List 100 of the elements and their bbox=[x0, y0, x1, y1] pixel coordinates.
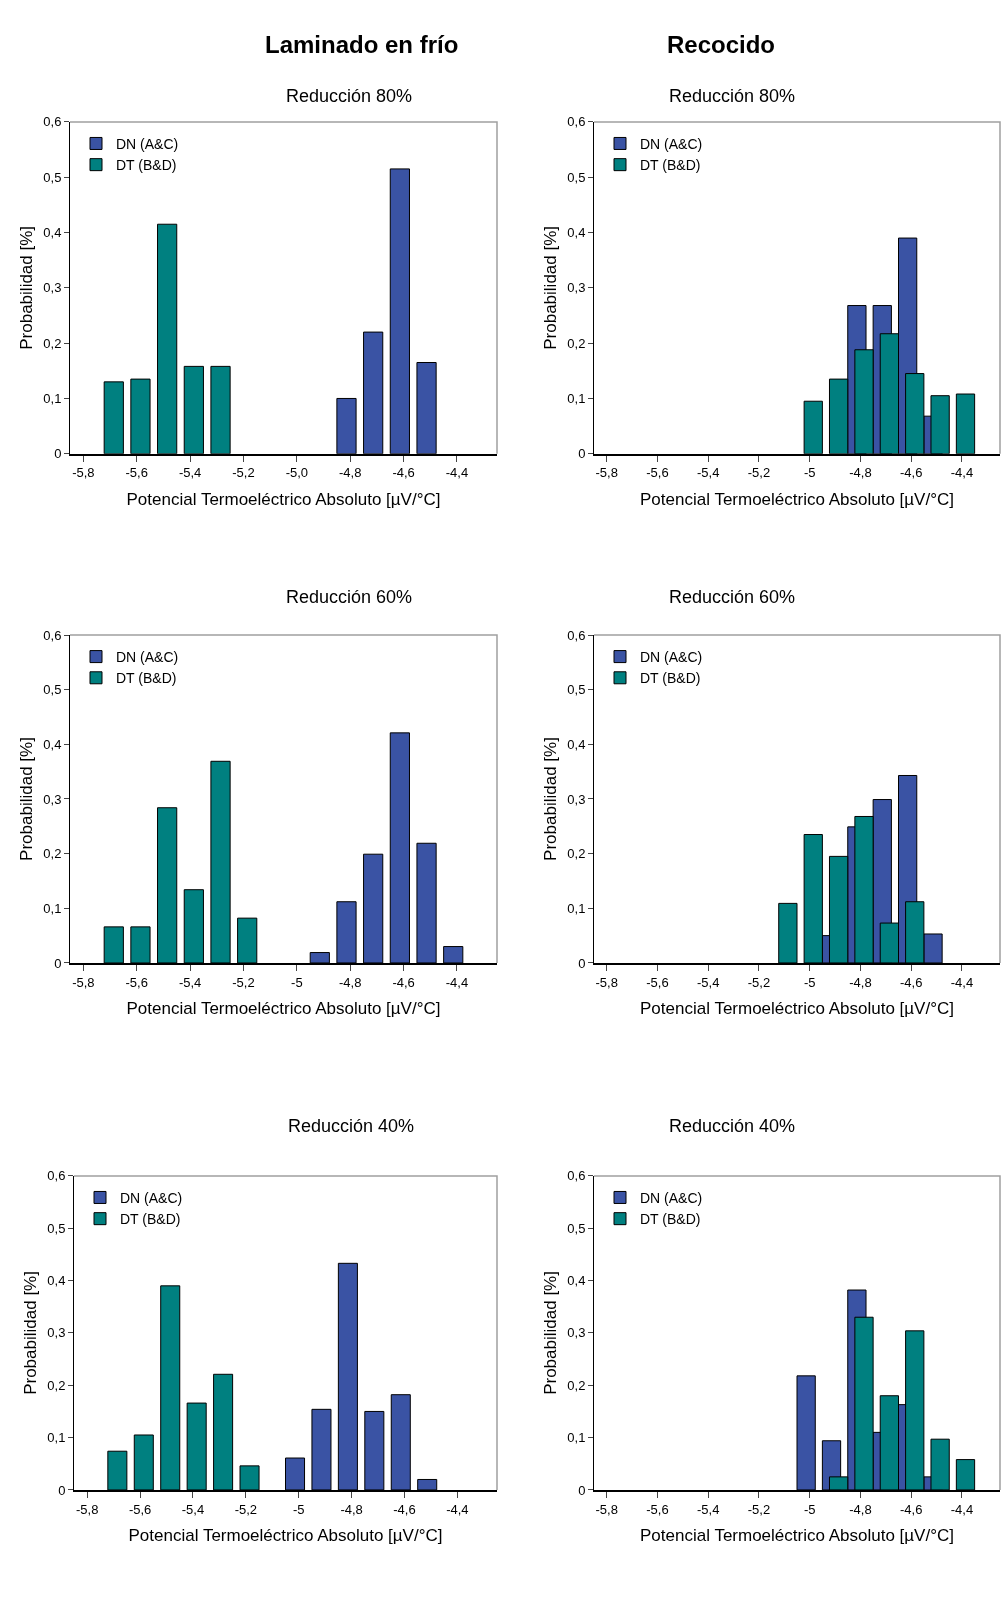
x-tick-label: -5,4 bbox=[181, 1501, 205, 1517]
x-tick-label: -4,4 bbox=[446, 1501, 469, 1517]
x-axis-title: Potencial Termoeléctrico Absoluto [µV/°C] bbox=[126, 490, 441, 510]
y-axis-title: Probabilidad [%] bbox=[540, 225, 560, 350]
y-tick-label: 0,3 bbox=[43, 791, 62, 807]
y-tick-label: 0,2 bbox=[567, 335, 586, 351]
x-tick-label: -4,6 bbox=[899, 1501, 923, 1517]
x-tick-label: -5 bbox=[803, 974, 816, 990]
y-tick-label: 0,5 bbox=[567, 682, 586, 698]
legend-label: DN (A&C) bbox=[640, 135, 703, 152]
x-tick-label: -4,6 bbox=[392, 974, 415, 990]
y-tick-label: 0,3 bbox=[43, 280, 62, 296]
x-tick-label: -4,8 bbox=[849, 465, 872, 481]
y-tick-label: 0 bbox=[578, 1482, 586, 1498]
legend-label: DT (B&D) bbox=[640, 670, 701, 687]
x-tick-label: -5,6 bbox=[646, 465, 669, 481]
x-tick-label: -4,4 bbox=[950, 1501, 974, 1517]
y-tick-label: 0,2 bbox=[43, 335, 62, 351]
x-tick-label: -5,2 bbox=[747, 974, 771, 990]
legend-label: DT (B&D) bbox=[640, 1211, 701, 1228]
y-tick-label: 0,3 bbox=[567, 1325, 586, 1341]
x-tick-label: -5 bbox=[803, 1501, 816, 1517]
x-tick-label: -5,2 bbox=[234, 1501, 258, 1517]
x-tick-label: -4,6 bbox=[392, 465, 415, 481]
x-tick-label: -5 bbox=[292, 1501, 305, 1517]
x-tick-label: -5,2 bbox=[747, 1501, 771, 1517]
text: Recocido bbox=[667, 31, 776, 58]
x-tick-label: -4,6 bbox=[393, 1501, 416, 1517]
x-tick-label: -5 bbox=[803, 465, 816, 481]
x-tick-label: -5,6 bbox=[125, 974, 148, 990]
x-tick-label: -4,6 bbox=[899, 465, 923, 481]
y-axis-title: Probabilidad [%] bbox=[540, 737, 560, 861]
x-tick-label: -5 bbox=[291, 974, 303, 990]
y-axis-title: Probabilidad [%] bbox=[16, 225, 36, 350]
y-tick-label: 0 bbox=[578, 955, 586, 971]
x-tick-label: -4,8 bbox=[339, 465, 362, 481]
x-tick-label: -4,4 bbox=[950, 465, 974, 481]
y-tick-label: 0,4 bbox=[567, 1273, 586, 1289]
x-tick-label: -4,8 bbox=[849, 974, 872, 990]
y-tick-label: 0,6 bbox=[567, 1168, 586, 1184]
legend-label: DN (A&C) bbox=[120, 1189, 183, 1206]
chart-title: Reducción 60% bbox=[669, 587, 796, 607]
y-tick-label: 0,4 bbox=[567, 225, 586, 241]
chart-title: Reducción 80% bbox=[286, 86, 413, 106]
legend-label: DN (A&C) bbox=[116, 649, 179, 666]
y-tick-label: 0,6 bbox=[567, 114, 586, 130]
y-tick-label: 0 bbox=[54, 446, 62, 462]
y-tick-label: 0,5 bbox=[567, 1220, 586, 1236]
x-tick-label: -5,0 bbox=[285, 465, 309, 481]
x-tick-label: -5,8 bbox=[72, 465, 95, 481]
chart-title: Reducción 80% bbox=[669, 86, 796, 106]
y-tick-label: 0,3 bbox=[47, 1325, 66, 1341]
y-axis-title: Probabilidad [%] bbox=[540, 1271, 560, 1395]
legend-label: DN (A&C) bbox=[640, 649, 703, 666]
y-tick-label: 0 bbox=[58, 1482, 66, 1498]
y-tick-label: 0,1 bbox=[567, 391, 586, 407]
y-tick-label: 0,1 bbox=[47, 1430, 66, 1446]
y-axis-title: Probabilidad [%] bbox=[16, 737, 36, 861]
y-tick-label: 0,3 bbox=[567, 280, 586, 296]
x-tick-label: -5,8 bbox=[72, 974, 95, 990]
y-tick-label: 0,6 bbox=[43, 114, 62, 130]
y-tick-label: 0,2 bbox=[47, 1377, 66, 1393]
y-tick-label: 0,1 bbox=[567, 900, 586, 916]
y-tick-label: 0,4 bbox=[47, 1273, 66, 1289]
x-tick-label: -5,4 bbox=[696, 465, 720, 481]
y-tick-label: 0,1 bbox=[43, 900, 62, 916]
x-tick-label: -5,4 bbox=[178, 974, 202, 990]
x-tick-label: -4,4 bbox=[445, 465, 469, 481]
chart-title: Reducción 40% bbox=[288, 1116, 415, 1136]
y-tick-label: 0 bbox=[54, 955, 62, 971]
x-tick-label: -5,2 bbox=[747, 465, 771, 481]
x-tick-label: -5,6 bbox=[128, 1501, 152, 1517]
y-axis-title: Probabilidad [%] bbox=[20, 1271, 40, 1395]
x-tick-label: -5,8 bbox=[595, 465, 618, 481]
x-tick-label: -5,4 bbox=[696, 974, 720, 990]
y-tick-label: 0,6 bbox=[567, 627, 586, 643]
y-tick-label: 0,5 bbox=[43, 169, 62, 185]
x-tick-label: -4,6 bbox=[899, 974, 923, 990]
y-tick-label: 0,4 bbox=[43, 736, 62, 752]
y-tick-label: 0,1 bbox=[567, 1430, 586, 1446]
x-tick-label: -5,8 bbox=[595, 974, 618, 990]
legend-label: DN (A&C) bbox=[116, 135, 179, 152]
x-axis-title: Potencial Termoeléctrico Absoluto [µV/°C] bbox=[640, 999, 954, 1019]
x-tick-label: -5,8 bbox=[76, 1501, 99, 1517]
chart-title: Reducción 40% bbox=[669, 1116, 796, 1136]
legend-label: DT (B&D) bbox=[116, 157, 177, 174]
x-tick-label: -5,6 bbox=[646, 1501, 669, 1517]
y-tick-label: 0,2 bbox=[567, 846, 586, 862]
x-tick-label: -5,4 bbox=[696, 1501, 720, 1517]
legend-label: DT (B&D) bbox=[120, 1211, 181, 1228]
x-tick-label: -4,4 bbox=[950, 974, 974, 990]
y-tick-label: 0,6 bbox=[43, 627, 62, 643]
y-tick-label: 0,1 bbox=[43, 391, 62, 407]
x-tick-label: -5,2 bbox=[232, 465, 255, 481]
legend-label: DT (B&D) bbox=[116, 670, 177, 687]
x-tick-label: -5,6 bbox=[646, 974, 669, 990]
x-tick-label: -4,8 bbox=[340, 1501, 363, 1517]
x-tick-label: -4,4 bbox=[445, 974, 469, 990]
y-tick-label: 0,5 bbox=[567, 169, 586, 185]
y-tick-label: 0,2 bbox=[43, 846, 62, 862]
